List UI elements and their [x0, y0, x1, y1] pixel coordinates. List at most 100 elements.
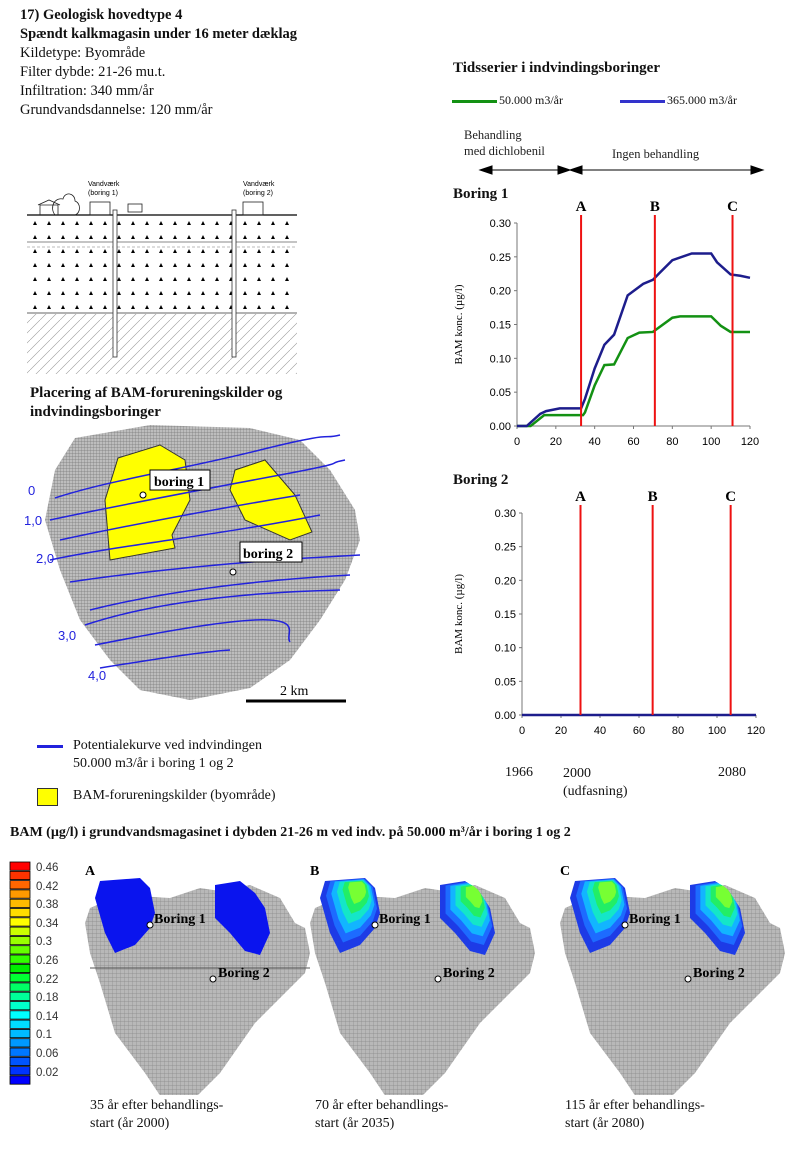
colorbar-band	[9, 936, 31, 946]
x-tick-label: 0	[514, 436, 520, 448]
panel-B: Boring 1 Boring 2 B	[310, 864, 535, 1095]
caption-line-2: start (år 2035)	[315, 1116, 395, 1131]
colorbar-label: 0.34	[36, 917, 59, 930]
y-tick-label: 0.15	[495, 609, 516, 621]
y-tick-label: 0.15	[490, 320, 511, 332]
colorbar-label: 0.18	[36, 992, 59, 1005]
year-2000-label: 2000	[563, 766, 591, 781]
x-tick-label: 100	[708, 725, 726, 737]
boring-1-label: Boring 1	[154, 912, 206, 927]
x-tick-label: 40	[594, 725, 606, 737]
y-tick-label: 0.30	[490, 218, 511, 230]
phase-arrows	[478, 165, 765, 175]
boring-2-label: Boring 2	[693, 966, 745, 981]
panel-A: Boring 1 Boring 2 A	[85, 864, 310, 1095]
colorbar-label: 0.02	[36, 1066, 59, 1079]
chart-1-title: Boring 1	[453, 186, 509, 202]
boring-1-point	[139, 491, 147, 499]
colorbar-band	[9, 1047, 31, 1057]
colorbar-label: 0.46	[36, 862, 59, 874]
bottom-title: BAM (µg/l) i grundvandsmagasinet i dybde…	[10, 825, 571, 840]
colorbar-band	[9, 1019, 31, 1029]
bam-plume-right	[465, 885, 483, 909]
year-2000: 2000 (udfasning)	[563, 765, 628, 801]
map-heading-line-1: Placering af BAM-forureningskilder og	[30, 385, 283, 401]
colorbar-label: 0.1	[36, 1029, 52, 1042]
marker-label-C: C	[727, 199, 738, 215]
y-tick-label: 0.20	[490, 286, 511, 298]
colorbar-band	[9, 1038, 31, 1048]
contour-label-2: 2,0	[36, 551, 54, 566]
phase-treatment-line-2: med dichlobenil	[464, 144, 545, 158]
map-heading-line-2: indvindingsboringer	[30, 404, 161, 420]
panel-caption-A: 35 år efter behandlings-start (år 2000)	[90, 1097, 223, 1133]
x-tick-label: 80	[672, 725, 684, 737]
bam-plume-left	[95, 878, 155, 953]
contour-label-1: 1,0	[24, 513, 42, 528]
panel-caption-C: 115 år efter behandlings-start (år 2080)	[565, 1097, 705, 1133]
colorbar-band	[9, 1028, 31, 1039]
boring-2-label-box	[239, 541, 303, 563]
map-heading: Placering af BAM-forureningskilder og in…	[30, 384, 282, 422]
bam-plume-left	[598, 881, 617, 904]
phase-treatment-line-1: Behandling	[464, 128, 522, 142]
potential-curve-legend-swatch	[37, 745, 63, 748]
colorbar-band	[9, 917, 31, 927]
contour-label-4: 4,0	[88, 668, 106, 683]
boring-2-label: Boring 2	[443, 966, 495, 981]
panel-C: Boring 1 Boring 2 C	[560, 864, 785, 1095]
potential-curve-legend: Potentialekurve ved indvindingen 50.000 …	[73, 737, 262, 773]
colorbar-band	[9, 926, 31, 936]
colorbar	[9, 861, 31, 1085]
marker-label-B: B	[648, 489, 658, 505]
y-tick-label: 0.00	[490, 421, 511, 433]
phase-no-treatment-label: Ingen behandling	[612, 147, 700, 161]
chart-boring-2: 0.00 0.05 0.10 0.15 0.20 0.25 0.30 0 20 40 60 80 100…	[453, 489, 765, 737]
location-map: 0 1,0 2,0 3,0 4,0 boring 1 boring 2 2 km	[24, 425, 361, 703]
colorbar-band	[9, 991, 31, 1001]
colorbar-band	[9, 963, 31, 974]
caption-line-1: 70 år efter behandlings-	[315, 1098, 449, 1113]
well-2	[231, 209, 237, 358]
boring-2-point	[229, 568, 237, 576]
boring-1-label: Boring 1	[379, 912, 431, 927]
y-tick-label: 0.05	[490, 387, 511, 399]
caption-line-2: start (år 2000)	[90, 1116, 170, 1131]
boring-2-point	[434, 975, 442, 983]
marker-label-C: C	[725, 489, 736, 505]
x-tick-label: 20	[550, 436, 562, 448]
info-infiltration: Infiltration: 340 mm/år	[20, 83, 154, 99]
y-tick-label: 0.25	[495, 542, 516, 554]
info-title: 17) Geologisk hovedtype 4	[20, 7, 183, 23]
x-tick-label: 80	[666, 436, 678, 448]
info-recharge: Grundvandsdannelse: 120 mm/år	[20, 102, 213, 118]
colorbar-band	[9, 954, 31, 964]
contour-label-0: 0	[28, 483, 35, 498]
houses-and-trees-icon	[37, 193, 264, 216]
info-filter-depth: Filter dybde: 21-26 mu.t.	[20, 64, 166, 80]
marker-label-A: A	[575, 489, 586, 505]
year-1966: 1966	[505, 765, 533, 780]
legend-label-365000: 365.000 m3/år	[667, 93, 737, 107]
panel-letter: B	[310, 864, 319, 879]
bam-plume-right	[215, 881, 270, 955]
legend-line-1: Potentialekurve ved indvindingen	[73, 738, 262, 753]
y-tick-label: 0.10	[490, 353, 511, 365]
caption-line-1: 115 år efter behandlings-	[565, 1098, 705, 1113]
timeseries-title: Tidsserier i indvindingsboringer	[453, 60, 660, 76]
bam-plume-left	[348, 881, 367, 904]
legend-line-2: 50.000 m3/år i boring 1 og 2	[73, 756, 234, 771]
colorbar-band	[9, 889, 31, 899]
waterworks-2-label: Vandværk	[243, 181, 275, 188]
cross-section-diagram: Vandværk (boring 1) Vandværk (boring 2)	[27, 181, 297, 374]
colorbar-band	[9, 1001, 31, 1011]
chart-2-title: Boring 2	[453, 472, 509, 488]
colorbar-band	[9, 945, 31, 955]
caption-line-2: start (år 2080)	[565, 1116, 645, 1131]
catchment-area	[45, 425, 360, 700]
x-tick-label: 60	[627, 436, 639, 448]
boring-2-label: Boring 2	[218, 966, 270, 981]
waterworks-2-sub: (boring 2)	[243, 190, 273, 197]
